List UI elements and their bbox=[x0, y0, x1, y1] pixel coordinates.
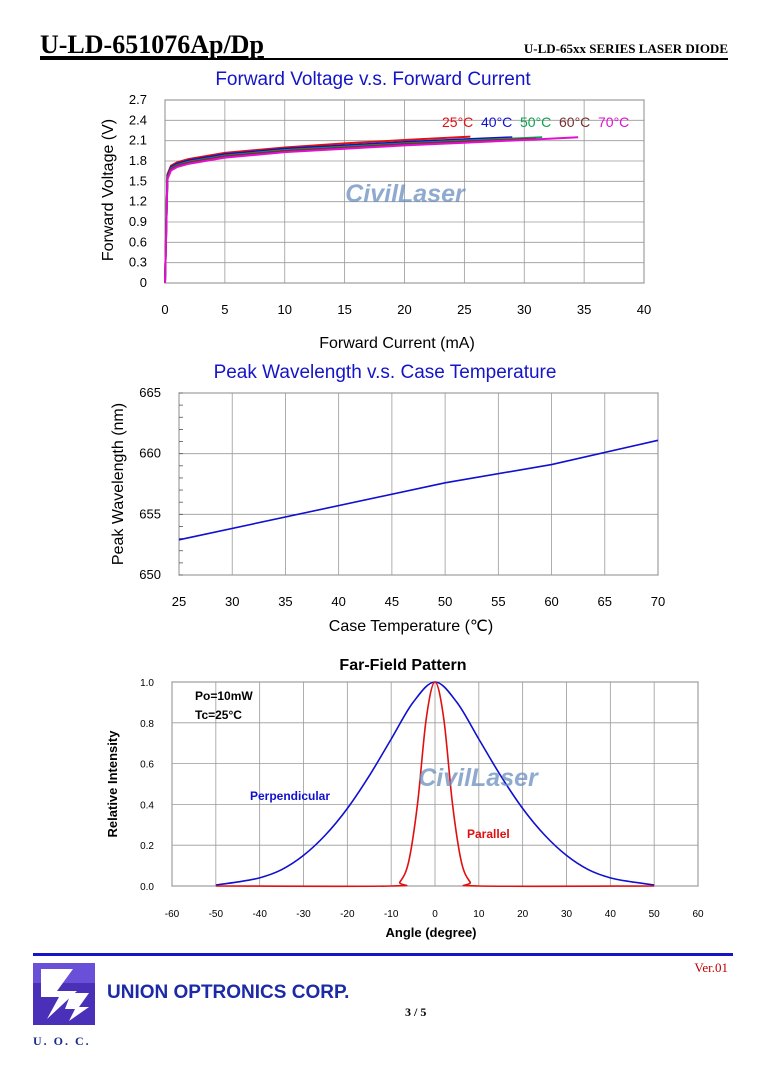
x-tick-label: -30 bbox=[296, 909, 311, 920]
chart-ticks: -60 -50 -40 -30 -20 -10 0 10 20 30 40 50 60 0.0 0.2 0.4… bbox=[140, 678, 704, 920]
y-tick-label: 650 bbox=[139, 567, 161, 582]
note-temperature: Tc=25°C bbox=[195, 708, 242, 722]
x-tick-label: 10 bbox=[278, 302, 292, 317]
y-tick-label: 660 bbox=[139, 446, 161, 461]
series-line bbox=[178, 439, 659, 541]
forward-voltage-chart: Forward Voltage v.s. Forward Current 0 5 1… bbox=[100, 69, 651, 352]
x-axis-label: Forward Current (mA) bbox=[319, 335, 475, 352]
uoc-logo-icon bbox=[33, 963, 95, 1025]
y-tick-label: 0 bbox=[140, 275, 147, 290]
y-tick-label: 1.8 bbox=[129, 153, 147, 168]
chart-marks bbox=[215, 681, 655, 888]
x-tick-label: 60 bbox=[544, 594, 558, 609]
chart-grid bbox=[171, 681, 699, 887]
series-60-c bbox=[164, 137, 537, 284]
x-tick-label: 50 bbox=[649, 909, 661, 920]
far-field-chart: Far-Field Pattern -60 -50 -40 -30 -20 -10 0 10 2… bbox=[105, 657, 704, 940]
peak-wavelength-chart: Peak Wavelength v.s. Case Temperature 25… bbox=[110, 362, 665, 635]
y-axis-label: Forward Voltage (V) bbox=[100, 119, 117, 261]
legend-item: 70°C bbox=[598, 114, 629, 130]
x-tick-label: 65 bbox=[598, 594, 612, 609]
chart-title: Forward Voltage v.s. Forward Current bbox=[215, 69, 531, 90]
watermark: CivilLaser bbox=[418, 764, 539, 792]
x-tick-label: 55 bbox=[491, 594, 505, 609]
x-tick-label: 35 bbox=[577, 302, 591, 317]
chart-ticks: 25 30 35 40 45 50 55 60 65 70 650 655 660 665 bbox=[139, 385, 665, 609]
y-tick-label: 655 bbox=[139, 506, 161, 521]
x-axis-label: Case Temperature (℃) bbox=[329, 618, 493, 635]
chart-marks bbox=[164, 135, 579, 284]
footer-rule bbox=[33, 953, 733, 956]
x-axis-label: Angle (degree) bbox=[385, 925, 476, 940]
x-tick-label: 30 bbox=[517, 302, 531, 317]
x-tick-label: 0 bbox=[161, 302, 168, 317]
series-title: U-LD-65xx SERIES LASER DIODE bbox=[523, 41, 728, 56]
legend-item: 60°C bbox=[559, 114, 590, 130]
y-tick-label: 0.3 bbox=[129, 255, 147, 270]
version-label: Ver.01 bbox=[694, 960, 728, 975]
y-tick-label: 2.7 bbox=[129, 92, 147, 107]
x-tick-label: 40 bbox=[331, 594, 345, 609]
y-tick-label: 0.9 bbox=[129, 214, 147, 229]
y-tick-label: 0.6 bbox=[140, 760, 154, 771]
x-tick-label: 0 bbox=[432, 909, 438, 920]
x-tick-label: 50 bbox=[438, 594, 452, 609]
y-tick-label: 1.0 bbox=[140, 678, 154, 689]
y-tick-label: 665 bbox=[139, 385, 161, 400]
x-tick-label: 40 bbox=[637, 302, 651, 317]
header-rule bbox=[40, 58, 728, 60]
legend-item: 40°C bbox=[481, 114, 512, 130]
x-tick-label: 20 bbox=[397, 302, 411, 317]
x-tick-label: 30 bbox=[561, 909, 573, 920]
x-tick-label: -50 bbox=[209, 909, 224, 920]
x-tick-label: -20 bbox=[340, 909, 355, 920]
chart-marks bbox=[178, 439, 659, 541]
legend-item: 25°C bbox=[442, 114, 473, 130]
x-tick-label: 5 bbox=[221, 302, 228, 317]
y-tick-label: 0.0 bbox=[140, 882, 154, 893]
y-tick-label: 1.2 bbox=[129, 194, 147, 209]
x-tick-label: 10 bbox=[473, 909, 485, 920]
y-tick-label: 2.1 bbox=[129, 133, 147, 148]
logo-text: U. O. C. bbox=[33, 1034, 91, 1048]
y-tick-label: 0.8 bbox=[140, 719, 154, 730]
x-tick-label: 25 bbox=[457, 302, 471, 317]
x-tick-label: -60 bbox=[165, 909, 180, 920]
x-tick-label: 30 bbox=[225, 594, 239, 609]
y-tick-label: 0.4 bbox=[140, 800, 154, 811]
parallel-label: Parallel bbox=[467, 827, 510, 841]
x-tick-label: 35 bbox=[278, 594, 292, 609]
chart-ticks: 0 5 10 15 20 25 30 35 40 0 0.3 0.6 0.9 1.2 1.5 1.8 2.1 2.… bbox=[129, 92, 651, 317]
x-tick-label: 70 bbox=[651, 594, 665, 609]
y-tick-label: 2.4 bbox=[129, 112, 147, 127]
x-tick-label: -40 bbox=[252, 909, 267, 920]
watermark: CivilLaser bbox=[345, 180, 466, 208]
y-tick-label: 0.2 bbox=[140, 841, 154, 852]
company-name: UNION OPTRONICS CORP. bbox=[107, 982, 350, 1003]
x-tick-label: -10 bbox=[384, 909, 399, 920]
model-title: U-LD-651076Ap/Dp bbox=[40, 30, 264, 59]
chart-title: Far-Field Pattern bbox=[339, 657, 466, 674]
chart-title: Peak Wavelength v.s. Case Temperature bbox=[214, 362, 557, 383]
x-tick-label: 25 bbox=[172, 594, 186, 609]
chart-grid bbox=[178, 392, 659, 576]
page-number: 3 / 5 bbox=[405, 1005, 427, 1019]
x-tick-label: 20 bbox=[517, 909, 529, 920]
legend-item: 50°C bbox=[520, 114, 551, 130]
y-axis-label: Relative Intensity bbox=[105, 730, 120, 838]
series-parallel bbox=[215, 681, 655, 888]
x-tick-label: 15 bbox=[337, 302, 351, 317]
x-tick-label: 60 bbox=[692, 909, 704, 920]
perpendicular-label: Perpendicular bbox=[250, 789, 330, 803]
plot-frame bbox=[178, 392, 659, 576]
x-tick-label: 40 bbox=[605, 909, 617, 920]
y-axis-label: Peak Wavelength (nm) bbox=[110, 403, 127, 565]
series-70-c bbox=[164, 136, 579, 284]
y-tick-label: 0.6 bbox=[129, 234, 147, 249]
note-power: Po=10mW bbox=[195, 689, 253, 703]
x-tick-label: 45 bbox=[385, 594, 399, 609]
y-tick-label: 1.5 bbox=[129, 173, 147, 188]
